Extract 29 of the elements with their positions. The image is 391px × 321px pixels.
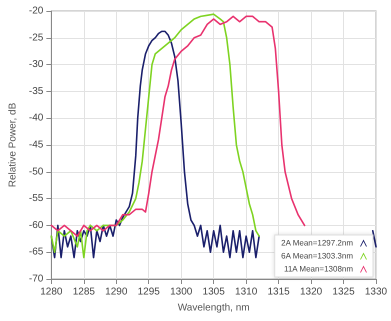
x-tick-label: 1280 [40,286,63,298]
legend-label: 11A Mean=1308nm [284,264,354,274]
y-tick-label: -60 [28,220,44,231]
x-tick-label: 1310 [235,286,258,298]
y-axis-title: Relative Power, dB [8,102,18,188]
y-tick-label: -30 [28,59,44,70]
x-tick-label: 1305 [202,286,226,298]
y-tick-label: -55 [28,193,44,204]
y-tick-label: -50 [28,166,44,178]
line-series [50,13,260,258]
legend-label: 2A Mean=1297.2nm [281,238,354,248]
x-axis-title: Wavelength, nm [178,302,250,314]
x-tick-label: 1285 [72,286,96,298]
x-tick-label: 1290 [105,286,128,298]
y-tick-label: -20 [28,6,44,16]
y-tick-label: -70 [28,274,44,284]
y-tick-label: -65 [28,246,44,258]
y-tick-label: -25 [28,32,44,44]
y-tick-label: -40 [28,112,44,124]
legend-label: 6A Mean=1303.3nm [281,252,354,260]
y-tick-label: -35 [28,86,44,97]
x-tick-label: 1300 [170,286,193,298]
x-tick-label: 1295 [138,286,160,298]
y-tick-label: -45 [28,140,44,150]
x-tick-label: 1320 [300,286,323,298]
x-tick-label: 1330 [364,286,388,298]
line-series [50,16,306,237]
x-tick-label: 1315 [267,286,290,298]
x-tick-label: 1325 [332,286,356,298]
